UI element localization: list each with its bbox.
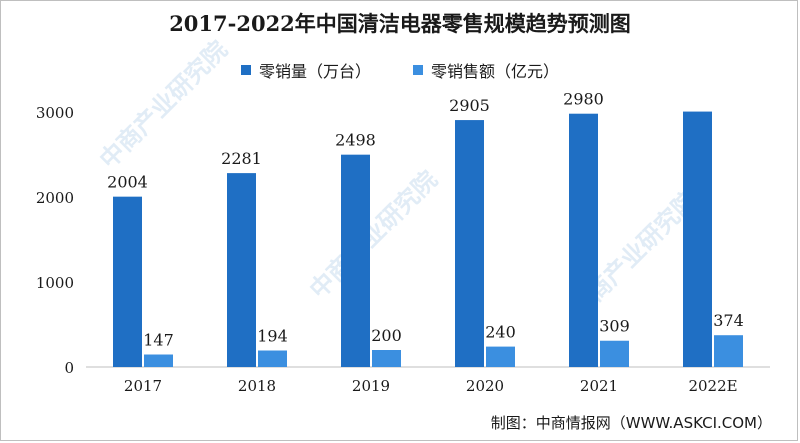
data-label: 194 xyxy=(257,327,288,346)
data-label: 147 xyxy=(143,331,174,350)
chart-title: 2017-2022年中国清洁电器零售规模趋势预测图 xyxy=(169,11,631,36)
bar-sales-revenue xyxy=(258,350,287,367)
x-tick-label: 2018 xyxy=(238,377,276,395)
bar-sales-volume xyxy=(569,113,598,367)
bar-sales-revenue xyxy=(600,340,629,367)
bar-sales-revenue xyxy=(714,335,743,367)
bar-sales-revenue xyxy=(372,350,401,367)
legend-swatch-sales-volume xyxy=(240,65,251,75)
bar-sales-revenue xyxy=(486,346,515,367)
data-label: 2004 xyxy=(107,173,148,192)
x-tick-label: 2022E xyxy=(688,377,737,395)
y-tick-label: 1000 xyxy=(36,274,74,292)
bar-sales-revenue xyxy=(144,354,173,367)
bar-sales-volume xyxy=(683,111,712,367)
data-label: 2980 xyxy=(563,90,604,109)
legend-item-sales-revenue: 零销售额（亿元） xyxy=(413,58,559,82)
y-tick-label: 2000 xyxy=(36,189,74,207)
data-label: 2498 xyxy=(335,131,376,150)
bar-sales-volume xyxy=(455,120,484,367)
y-tick-label: 3000 xyxy=(36,104,74,122)
x-tick-label: 2021 xyxy=(580,377,618,395)
data-label: 2281 xyxy=(221,149,262,168)
legend-item-sales-volume: 零销量（万台） xyxy=(240,58,371,82)
chart-legend: 零销量（万台） 零销售额（亿元） xyxy=(0,58,800,82)
data-label: 200 xyxy=(371,326,402,345)
legend-label-sales-revenue: 零销售额（亿元） xyxy=(431,62,560,81)
y-tick-label: 0 xyxy=(64,359,74,377)
data-label: 2905 xyxy=(449,96,490,115)
legend-label-sales-volume: 零销量（万台） xyxy=(258,62,371,81)
bar-sales-volume xyxy=(113,196,142,367)
data-label: 374 xyxy=(713,311,744,330)
x-tick-label: 2017 xyxy=(124,377,162,395)
bar-sales-volume xyxy=(341,154,370,367)
source-credit: 制图：中商情报网（WWW.ASKCI.COM） xyxy=(490,414,772,432)
data-label: 240 xyxy=(485,323,516,342)
data-label: 309 xyxy=(599,317,630,336)
x-tick-label: 2020 xyxy=(466,377,504,395)
x-tick-label: 2019 xyxy=(352,377,390,395)
legend-swatch-sales-revenue xyxy=(413,65,423,75)
bar-sales-volume xyxy=(227,173,256,367)
